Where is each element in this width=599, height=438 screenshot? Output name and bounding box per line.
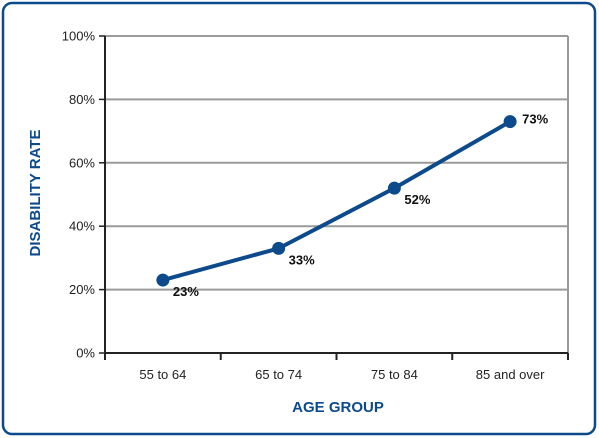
data-label: 73% (522, 112, 548, 127)
y-tick-label: 20% (69, 282, 95, 297)
data-label: 23% (173, 284, 199, 299)
data-point (272, 241, 286, 255)
x-tick-label: 75 to 84 (371, 367, 418, 382)
y-tick-label: 60% (69, 155, 95, 170)
data-point (503, 115, 517, 129)
y-tick-label: 0% (76, 346, 95, 361)
y-tick-label: 80% (69, 92, 95, 107)
series-layer: 23% 33% 52% 73% (156, 112, 549, 299)
x-tick-label: 55 to 64 (139, 367, 186, 382)
y-axis-title: DISABILITY RATE (27, 130, 44, 257)
data-point (387, 181, 401, 195)
y-tick-label: 40% (69, 219, 95, 234)
x-tick-labels: 55 to 64 65 to 74 75 to 84 85 and over (139, 367, 545, 382)
y-tick-labels: 0% 20% 40% 60% 80% 100% (62, 29, 96, 361)
data-label: 33% (289, 252, 315, 267)
x-axis-title: AGE GROUP (292, 399, 384, 416)
grid-layer (105, 35, 569, 353)
series-line (160, 119, 513, 283)
data-point (156, 273, 170, 287)
data-label: 52% (404, 192, 430, 207)
x-tick-label: 65 to 74 (255, 367, 302, 382)
y-tick-label: 100% (62, 29, 96, 44)
x-tick-label: 85 and over (476, 367, 545, 382)
axis-layer (99, 35, 569, 360)
